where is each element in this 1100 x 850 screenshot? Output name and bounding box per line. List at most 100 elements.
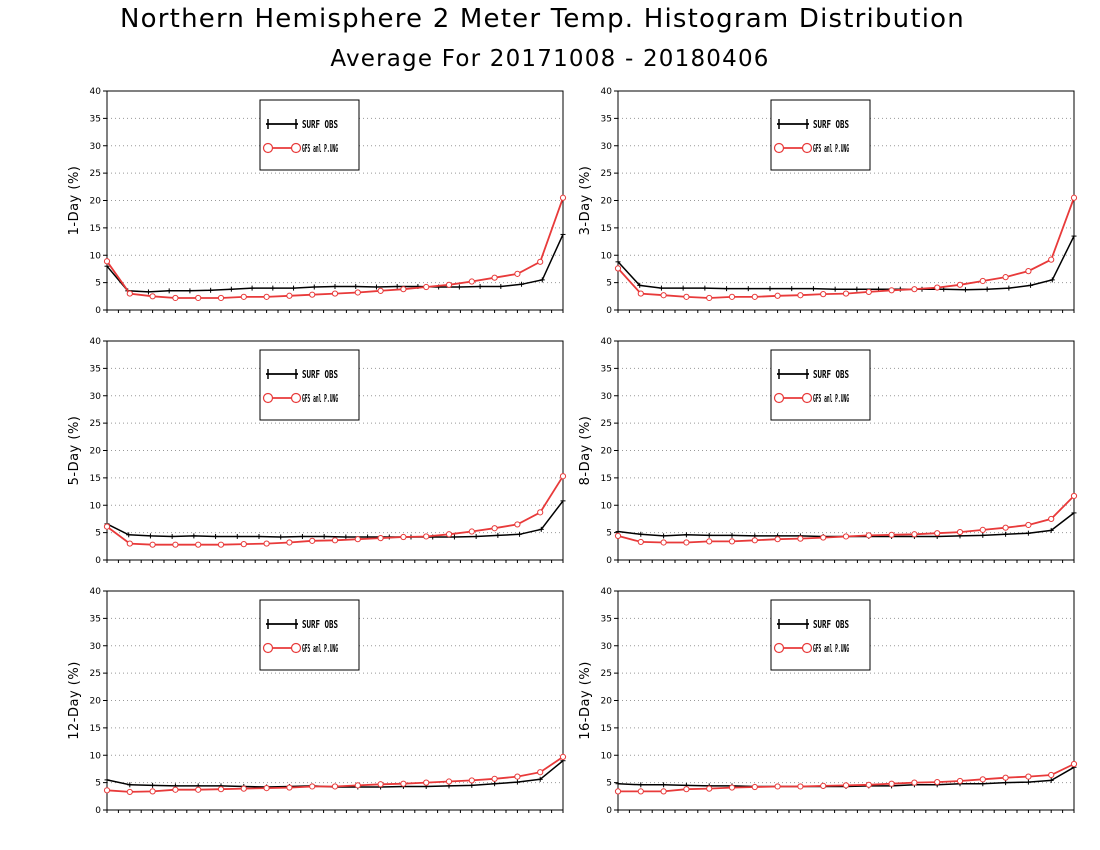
obs-point [228, 286, 234, 292]
legend-box [770, 99, 871, 171]
model-point [354, 782, 361, 789]
y-tick-label: 30 [90, 142, 102, 152]
model-point [468, 777, 475, 784]
obs-point [1071, 510, 1077, 516]
model-point [660, 292, 667, 299]
model-point [217, 786, 225, 793]
model-point [195, 294, 202, 302]
model-point [537, 769, 544, 776]
y-tick-label: 35 [601, 614, 612, 624]
y-tick-label: 25 [90, 419, 101, 429]
model-point [751, 293, 758, 300]
legend-box [259, 599, 360, 671]
model-point [445, 778, 453, 785]
y-tick-label: 10 [90, 751, 102, 761]
y-tick-label: 20 [90, 197, 102, 207]
model-point [514, 270, 521, 277]
obs-point [1025, 530, 1031, 536]
obs-point [498, 283, 504, 289]
y-tick-label: 25 [90, 669, 101, 679]
legend-marker [290, 142, 302, 154]
obs-point [560, 231, 566, 237]
obs-point [353, 283, 359, 289]
obs-point [519, 281, 525, 287]
y-tick-label: 0 [95, 806, 101, 816]
model-point [865, 532, 872, 539]
model-point [888, 780, 895, 787]
obs-point [1003, 531, 1009, 537]
model-point [149, 293, 156, 300]
model-point [683, 293, 690, 300]
obs-point [394, 283, 400, 289]
y-tick-label: 40 [90, 87, 102, 97]
model-point [614, 532, 622, 540]
legend-marker [773, 392, 785, 404]
model-point [706, 294, 713, 302]
legend-box [259, 99, 360, 171]
model-point [286, 539, 293, 546]
obs-point [477, 283, 483, 289]
model-point [400, 533, 407, 541]
obs-point [638, 531, 644, 537]
model-point [979, 277, 986, 285]
obs-point [456, 284, 462, 290]
model-point [956, 528, 964, 536]
model-point [820, 534, 827, 541]
model-point [683, 539, 690, 546]
y-tick-label: 15 [601, 474, 612, 484]
model-point [1070, 492, 1078, 500]
y-tick-label: 35 [90, 364, 101, 374]
obs-point [321, 533, 327, 539]
model-point [751, 537, 758, 544]
model-series-line [106, 475, 564, 546]
y-tick-label: 0 [95, 556, 101, 566]
y-tick-label: 40 [90, 337, 102, 347]
obs-point [147, 533, 153, 539]
model-point [888, 531, 895, 538]
model-point [559, 473, 567, 480]
model-point [514, 521, 521, 528]
y-tick-label: 30 [601, 392, 613, 402]
model-point [728, 293, 736, 300]
model-point [979, 776, 986, 783]
chart-subtitle: Average For 20171008 - 20180406 [330, 46, 770, 72]
obs-point [658, 285, 664, 291]
obs-point [789, 286, 795, 292]
legend-label: GFS anl P.UNG [302, 392, 338, 405]
obs-point [291, 285, 297, 291]
legend-marker [801, 642, 813, 654]
model-point [774, 536, 781, 543]
legend-marker [262, 642, 274, 654]
legend-marker [801, 142, 813, 154]
obs-point [150, 782, 156, 788]
obs-series-line [106, 234, 564, 293]
model-point [956, 281, 964, 288]
model-point [423, 533, 430, 540]
model-point [263, 293, 270, 300]
y-tick-label: 25 [601, 669, 612, 679]
y-tick-label: 10 [601, 501, 613, 511]
panel-1: 0 5 10 15 20 25 30 35 40 1-Day (%) SURF OBS GFS anl… [67, 87, 567, 316]
legend-marker [262, 392, 274, 404]
obs-point [539, 277, 545, 283]
obs-point [767, 286, 773, 292]
obs-point [191, 533, 197, 539]
obs-point [745, 286, 751, 292]
obs-point [169, 533, 175, 539]
model-point [354, 536, 361, 543]
legend-label: GFS anl P.UNG [302, 142, 338, 155]
model-point [842, 290, 850, 297]
y-axis-label: 8-Day (%) [578, 416, 593, 486]
model-point [445, 531, 453, 538]
obs-point [208, 287, 214, 293]
model-point [637, 788, 644, 795]
obs-point [473, 533, 479, 539]
obs-point [166, 288, 172, 294]
model-point [103, 787, 111, 794]
y-tick-label: 15 [601, 724, 612, 734]
obs-point [538, 526, 544, 532]
legend-label: GFS anl P.UNG [813, 392, 849, 405]
obs-point [249, 285, 255, 291]
model-point [491, 525, 498, 532]
obs-point [615, 781, 621, 787]
